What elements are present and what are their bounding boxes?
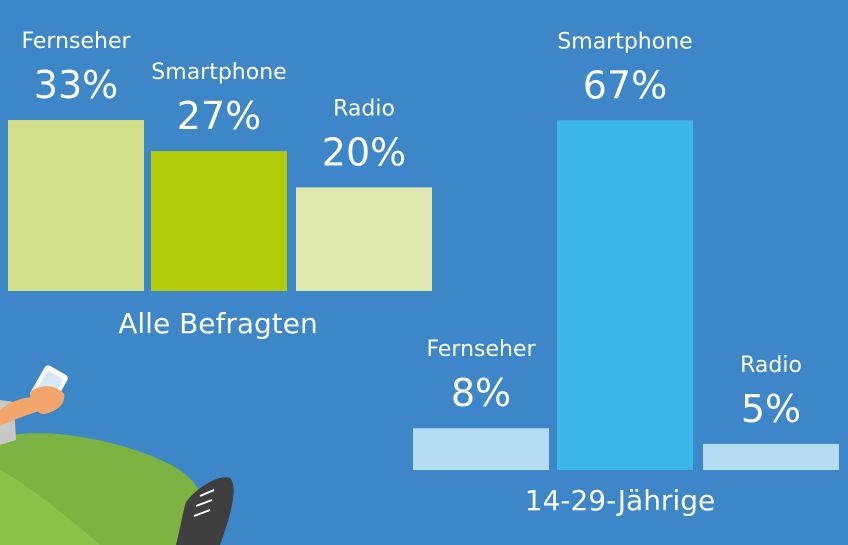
bar-radio [296, 187, 432, 291]
bar-smartphone [557, 120, 693, 470]
value-label-fernseher: 8% [451, 371, 511, 415]
category-label-fernseher: Fernseher [426, 337, 536, 362]
bar-fernseher [413, 428, 549, 470]
category-label-smartphone: Smartphone [557, 29, 692, 54]
category-label-fernseher: Fernseher [21, 29, 131, 54]
value-label-smartphone: 27% [177, 94, 261, 138]
x-axis-label-14-29-jaehrige: 14-29-Jährige [525, 484, 715, 517]
leg-shape [0, 470, 100, 545]
x-axis-label-alle-befragten: Alle Befragten [118, 307, 318, 340]
person-with-smartphone-illustration [0, 365, 234, 545]
category-label-smartphone: Smartphone [151, 60, 286, 85]
hand-shape [30, 386, 65, 414]
chart-14-29-jaehrige: 14-29-Jährige 8% Fernseher 67% Smartphone 5%… [413, 29, 839, 517]
bar-smartphone [151, 151, 287, 291]
category-label-radio: Radio [333, 96, 395, 121]
value-label-radio: 20% [322, 130, 406, 174]
value-label-fernseher: 33% [34, 63, 118, 107]
bar-fernseher [8, 120, 144, 291]
shoe-laces [193, 489, 215, 517]
value-label-radio: 5% [741, 387, 801, 431]
chart-alle-befragten: Alle Befragten 33% Fernseher 27% Smartphone… [8, 29, 432, 340]
category-label-radio: Radio [740, 353, 802, 378]
bar-radio [703, 443, 839, 470]
value-label-smartphone: 67% [583, 63, 667, 107]
